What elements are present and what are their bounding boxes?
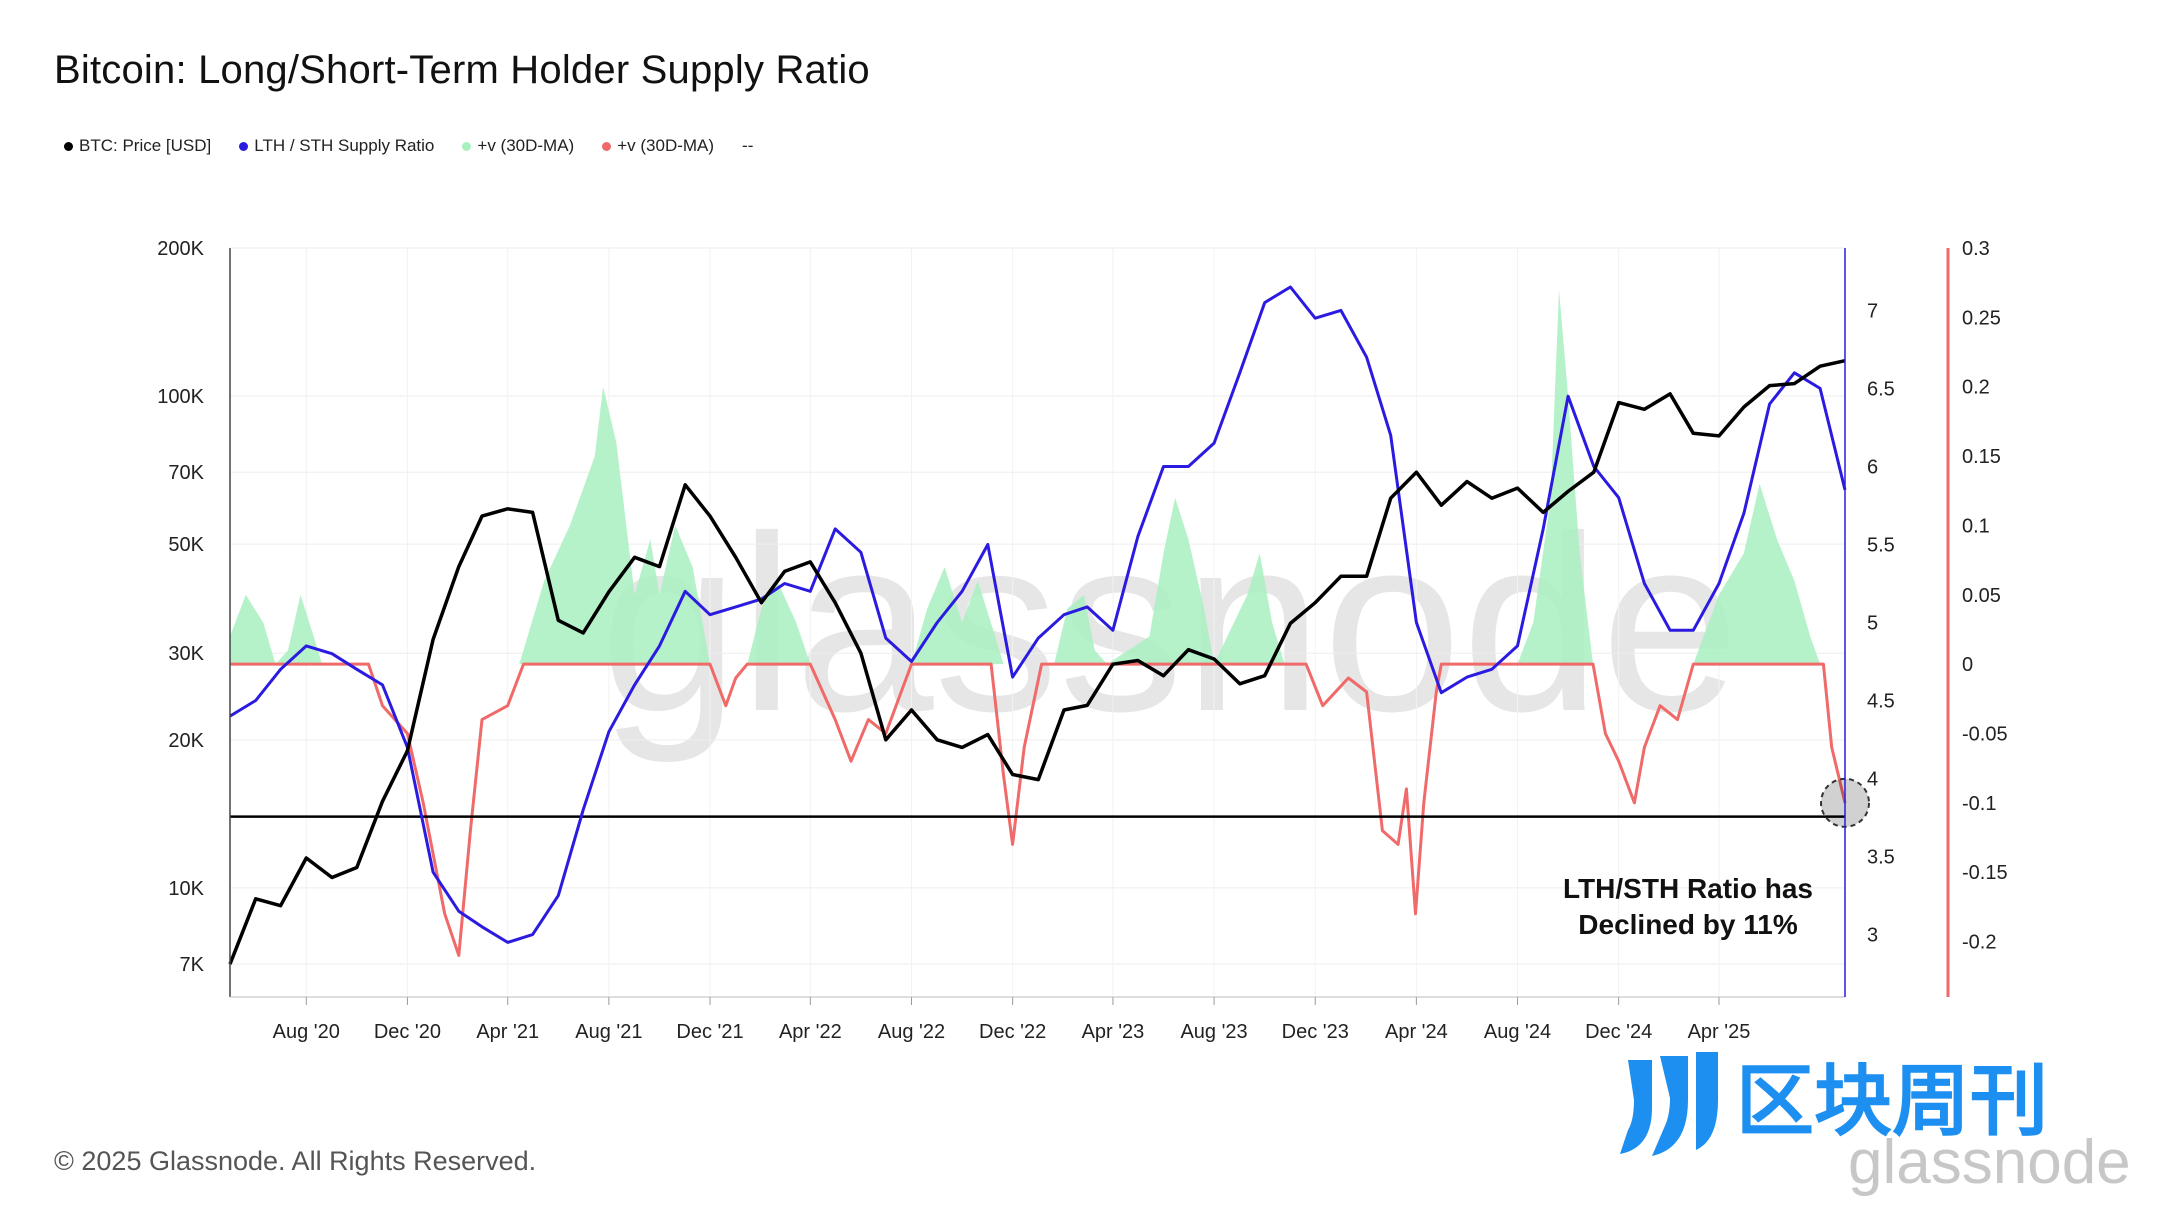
- y-tick-label-momentum: 0.3: [1962, 238, 1990, 260]
- y-tick-label-ratio: 6.5: [1867, 378, 1895, 400]
- logo: 区块周刊 glassnode: [1620, 1052, 2131, 1197]
- legend-label: --: [742, 136, 754, 155]
- x-tick-label: Apr '22: [779, 1021, 842, 1043]
- legend-item-negative[interactable]: +v (30D-MA): [602, 136, 714, 156]
- y-tick-label-price: 20K: [168, 730, 204, 752]
- x-tick-label: Apr '24: [1385, 1021, 1448, 1043]
- y-tick-label-momentum: -0.05: [1962, 723, 2008, 745]
- x-tick-label: Dec '22: [979, 1021, 1046, 1043]
- legend-dot-icon: [64, 141, 73, 151]
- copyright: © 2025 Glassnode. All Rights Reserved.: [54, 1146, 537, 1176]
- legend-label: +v (30D-MA): [477, 136, 575, 155]
- x-tick-label: Dec '20: [374, 1021, 441, 1043]
- y-tick-label-momentum: -0.1: [1962, 793, 1996, 815]
- annotation-layer: LTH/STH Ratio has Declined by 11%: [1563, 873, 1813, 940]
- y-tick-label-ratio: 4: [1867, 769, 1878, 791]
- x-tick-label: Dec '24: [1585, 1021, 1652, 1043]
- y-tick-label-momentum: -0.2: [1962, 932, 1996, 954]
- legend-dot-icon: [602, 141, 612, 151]
- legend: BTC: Price [USD] LTH / STH Supply Ratio …: [64, 136, 753, 156]
- y-tick-label-ratio: 3.5: [1867, 847, 1895, 869]
- y-tick-label-price: 30K: [168, 643, 204, 665]
- x-tick-label: Apr '21: [476, 1021, 539, 1043]
- y-tick-label-momentum: 0: [1962, 654, 1973, 676]
- x-tick-label: Apr '23: [1082, 1021, 1145, 1043]
- series-negative-momentum-line: [230, 662, 1847, 957]
- legend-item-dash[interactable]: --: [742, 136, 753, 156]
- y-tick-label-ratio: 7: [1867, 300, 1878, 322]
- y-tick-label-ratio: 3: [1867, 925, 1878, 947]
- legend-dot-icon: [462, 141, 472, 151]
- legend-item-price[interactable]: BTC: Price [USD]: [64, 136, 211, 156]
- legend-item-ratio[interactable]: LTH / STH Supply Ratio: [239, 136, 434, 156]
- y-tick-label-momentum: 0.1: [1962, 515, 1990, 537]
- axes-layer: 200K 100K 70K 50K 30K 20K 10K 7K Aug '20 Dec '20 A…: [157, 238, 2007, 1043]
- y-tick-label-momentum: 0.25: [1962, 307, 2001, 329]
- legend-label: LTH / STH Supply Ratio: [254, 136, 435, 155]
- legend-dot-icon: [239, 141, 249, 151]
- x-tick-label: Aug '22: [878, 1021, 945, 1043]
- x-tick-label: Aug '23: [1180, 1021, 1247, 1043]
- y-tick-label-ratio: 6: [1867, 456, 1878, 478]
- price-layer: [228, 358, 1846, 965]
- y-tick-label-ratio: 4.5: [1867, 691, 1895, 713]
- y-tick-label-momentum: 0.15: [1962, 446, 2001, 468]
- legend-label: BTC: Price [USD]: [79, 136, 212, 155]
- chart-title: Bitcoin: Long/Short-Term Holder Supply R…: [54, 48, 870, 92]
- y-tick-label-price: 200K: [157, 238, 204, 260]
- logo-brand-text: glassnode: [1848, 1128, 2131, 1197]
- annotation-line-2: Declined by 11%: [1578, 909, 1798, 940]
- y-tick-label-momentum: -0.15: [1962, 862, 2008, 884]
- x-tick-label: Dec '21: [676, 1021, 743, 1043]
- series-positive-momentum-area: [230, 289, 1821, 665]
- annotation-line-1: LTH/STH Ratio has: [1563, 873, 1813, 904]
- y-tick-label-price: 100K: [157, 386, 204, 408]
- ratio-layer: [229, 285, 1847, 944]
- logo-mark-icon: [1620, 1052, 1718, 1156]
- legend-item-positive[interactable]: +v (30D-MA): [462, 136, 574, 156]
- x-tick-label: Apr '25: [1688, 1021, 1751, 1043]
- momentum-layer: [230, 289, 1870, 957]
- series-price-line: [228, 358, 1846, 965]
- x-tick-label: Dec '23: [1282, 1021, 1349, 1043]
- legend-label: +v (30D-MA): [617, 136, 715, 155]
- x-tick-label: Aug '21: [575, 1021, 642, 1043]
- x-tick-label: Aug '20: [273, 1021, 340, 1043]
- y-tick-label-price: 50K: [168, 534, 204, 556]
- y-tick-label-momentum: 0.2: [1962, 377, 1990, 399]
- y-tick-label-price: 70K: [168, 462, 204, 484]
- y-tick-label-ratio: 5.5: [1867, 534, 1895, 556]
- y-tick-label-ratio: 5: [1867, 613, 1878, 635]
- x-tick-label: Aug '24: [1484, 1021, 1551, 1043]
- series-ratio-line: [229, 285, 1847, 944]
- y-tick-label-momentum: 0.05: [1962, 585, 2001, 607]
- y-tick-label-price: 7K: [180, 954, 205, 976]
- y-tick-label-price: 10K: [168, 878, 204, 900]
- logo-cn-text: 区块周刊: [1736, 1057, 2048, 1147]
